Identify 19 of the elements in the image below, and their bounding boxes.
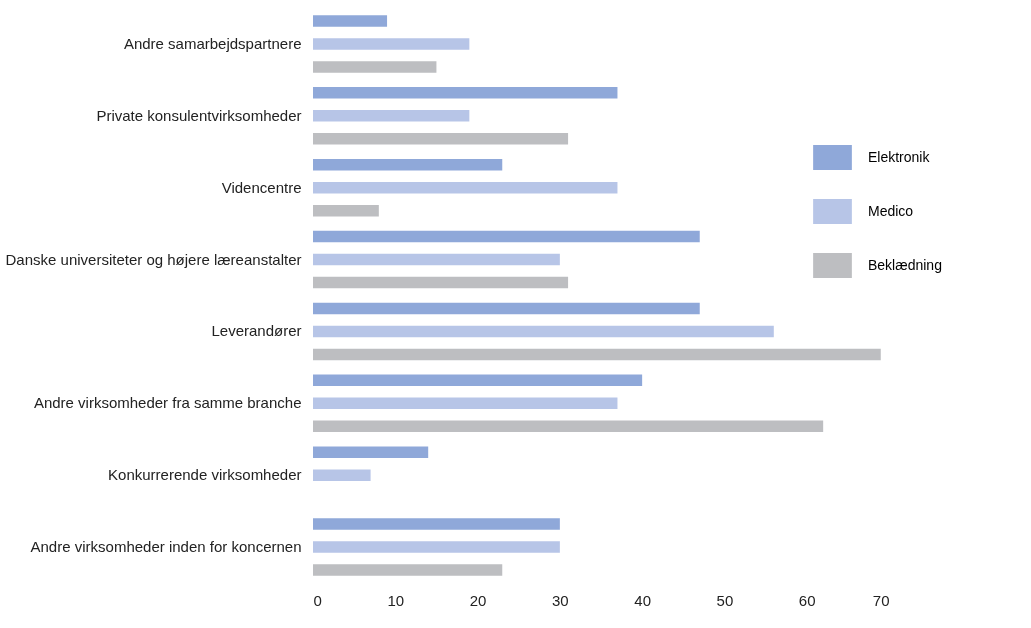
legend-label: Elektronik [868, 148, 931, 165]
y-tick-label: Andre virksomheder fra samme branche [33, 394, 302, 412]
x-tick-label: 70 [872, 591, 890, 609]
x-tick-label: 0 [313, 591, 322, 609]
y-tick-label: Konkurrerende virksomheder [108, 466, 302, 484]
y-tick-label: Andre samarbejdspartnere [123, 34, 302, 52]
x-tick-label: 10 [387, 591, 405, 609]
x-tick-label: 20 [469, 591, 487, 609]
x-tick-label: 30 [552, 591, 569, 609]
x-tick-label: 40 [634, 591, 651, 609]
y-tick-label: Private konsulentvirksomheder [96, 106, 302, 124]
y-tick-label: Danske universiteter og højere læreanstalter [5, 250, 302, 268]
y-tick-label: Leverandører [211, 322, 302, 340]
legend-label: Beklædning [868, 256, 942, 273]
y-tick-label: Andre virksomheder inden for koncernen [30, 538, 302, 556]
y-tick-label: Videncentre [221, 178, 302, 196]
x-tick-label: 60 [798, 591, 816, 609]
x-tick-label: 50 [716, 591, 734, 609]
legend-label: Medico [868, 202, 914, 219]
